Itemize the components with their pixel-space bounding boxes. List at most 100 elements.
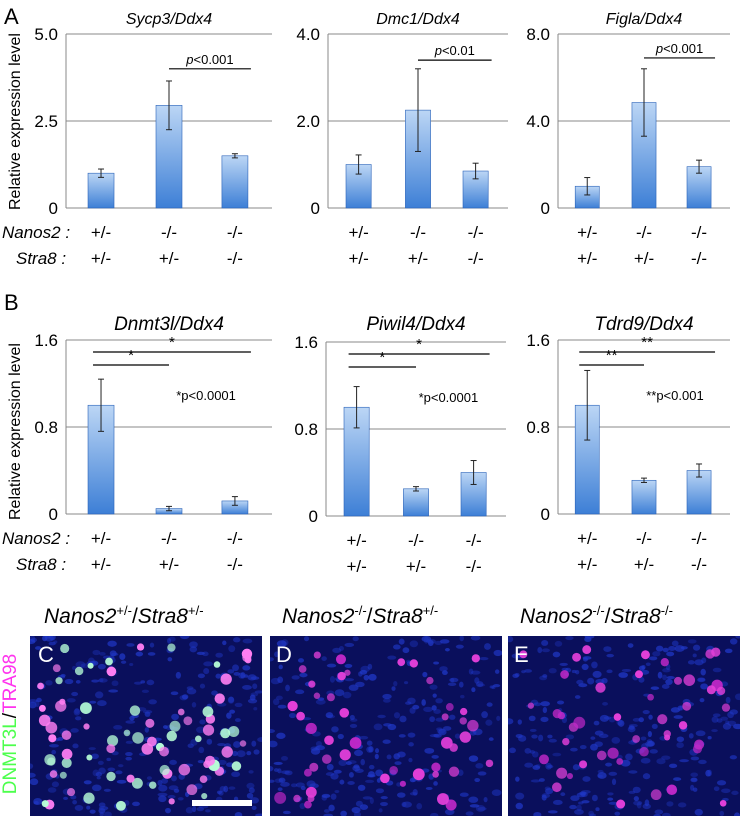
nucleus-blue <box>716 780 727 786</box>
p-value: <0.01 <box>442 43 475 58</box>
bar <box>87 172 115 209</box>
nucleus-blue <box>661 684 670 689</box>
nucleus-blue <box>727 720 737 727</box>
nucleus-blue <box>398 734 406 738</box>
germ-cell <box>305 722 317 735</box>
nucleus-blue <box>378 808 383 813</box>
nucleus-blue <box>375 788 384 794</box>
chart-title: Sycp3/Ddx4 <box>126 11 212 28</box>
nucleus-blue <box>444 647 450 652</box>
nucleus-blue <box>698 759 707 765</box>
nucleus-blue <box>179 636 190 640</box>
germ-cell <box>337 671 346 681</box>
nucleus-blue <box>407 697 416 705</box>
nucleus-blue <box>148 699 157 705</box>
nucleus-blue <box>429 716 436 723</box>
nucleus-blue <box>647 731 652 738</box>
nucleus-blue <box>668 646 676 651</box>
nucleus-blue <box>508 636 514 643</box>
nucleus-blue <box>690 756 700 761</box>
nucleus-blue <box>328 804 335 812</box>
nucleus-blue <box>75 661 86 669</box>
germ-cell <box>471 654 480 663</box>
nucleus-blue <box>277 676 284 684</box>
micrograph-d <box>270 636 502 816</box>
nucleus-blue <box>234 718 241 723</box>
nucleus-blue <box>132 801 140 807</box>
nucleus-blue <box>113 725 123 730</box>
caption-e: Nanos2-/-/Stra8-/- <box>520 603 673 628</box>
germ-cell <box>397 658 406 667</box>
nucleus-blue <box>323 813 334 816</box>
nucleus-blue <box>552 651 561 658</box>
nucleus-blue <box>248 770 254 774</box>
germ-cell <box>214 693 225 704</box>
genotype-nanos2: -/- <box>466 531 482 550</box>
nucleus-blue <box>373 723 383 731</box>
nucleus-blue <box>337 733 344 740</box>
nucleus-blue <box>424 747 435 754</box>
nucleus-blue <box>729 638 738 645</box>
nucleus-blue <box>162 725 168 730</box>
nucleus-blue <box>548 738 557 743</box>
nucleus-blue <box>656 758 666 765</box>
nucleus-blue <box>650 686 660 690</box>
nucleus-blue <box>332 647 342 653</box>
chart-3: Figla/Ddx4 0 4.0 8.0 +/- +/- -/- +/- -/- -/- p<0.0… <box>526 11 730 268</box>
nucleus-blue <box>363 674 370 681</box>
germ-cell <box>664 734 671 741</box>
germ-cell <box>660 658 669 667</box>
nucleus-blue <box>144 711 151 717</box>
germ-cell <box>106 666 117 677</box>
nucleus-blue <box>282 810 291 815</box>
germ-cell <box>445 799 457 811</box>
germ-cell <box>136 643 145 651</box>
germ-cell <box>126 774 135 783</box>
nucleus-blue <box>349 723 358 728</box>
nucleus-blue <box>103 811 112 816</box>
nucleus-blue <box>366 746 373 753</box>
nucleus-blue <box>692 653 697 658</box>
nucleus-blue <box>679 759 689 763</box>
nucleus-blue <box>281 770 290 774</box>
p-symbol: p <box>434 43 442 58</box>
nucleus-blue <box>280 781 290 787</box>
nucleus-blue <box>530 779 541 783</box>
nucleus-blue <box>533 702 542 707</box>
nucleus-blue <box>537 646 543 654</box>
nucleus-blue <box>439 666 448 672</box>
nucleus-blue <box>368 764 375 770</box>
nucleus-blue <box>345 761 352 766</box>
nucleus-blue <box>725 720 730 725</box>
germ-cell <box>349 737 362 749</box>
nucleus-blue <box>447 682 457 687</box>
nucleus-blue <box>645 662 651 666</box>
nucleus-blue <box>232 750 238 757</box>
germ-cell <box>595 682 606 693</box>
nucleus-blue <box>217 743 226 747</box>
chart-5: Piwil4/Ddx4 0 0.8 1.6 +/- +/- -/- +/- -/- -/- * * *p… <box>294 314 506 576</box>
germ-cell <box>412 768 425 781</box>
nucleus-blue <box>475 763 484 769</box>
germ-cell <box>49 770 58 778</box>
germ-cell <box>324 735 334 746</box>
nucleus-blue <box>75 680 81 684</box>
germ-cell <box>204 755 216 766</box>
nucleus-blue <box>240 672 246 679</box>
nucleus-blue <box>129 715 135 721</box>
nucleus-blue <box>606 653 615 658</box>
nucleus-blue <box>528 715 536 722</box>
nucleus-blue <box>73 708 81 716</box>
nucleus-blue <box>448 714 456 720</box>
germ-cell <box>38 714 51 727</box>
nucleus-blue <box>158 795 167 803</box>
nucleus-blue <box>521 670 526 674</box>
nucleus-blue <box>421 636 432 643</box>
nucleus-blue <box>532 765 541 770</box>
nucleus-blue <box>734 693 740 701</box>
nucleus-blue <box>673 715 683 719</box>
germ-cell <box>304 800 312 809</box>
nucleus-blue <box>673 777 682 781</box>
nucleus-blue <box>459 636 464 642</box>
nucleus-blue <box>538 734 544 742</box>
